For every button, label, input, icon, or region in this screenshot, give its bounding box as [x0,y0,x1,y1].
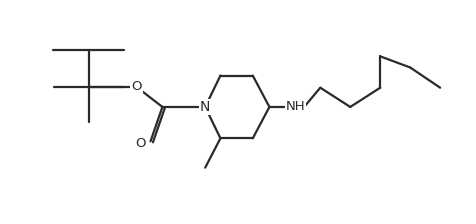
Text: NH: NH [285,100,305,113]
Text: N: N [199,100,210,114]
Text: O: O [131,80,141,93]
Text: O: O [135,137,145,150]
